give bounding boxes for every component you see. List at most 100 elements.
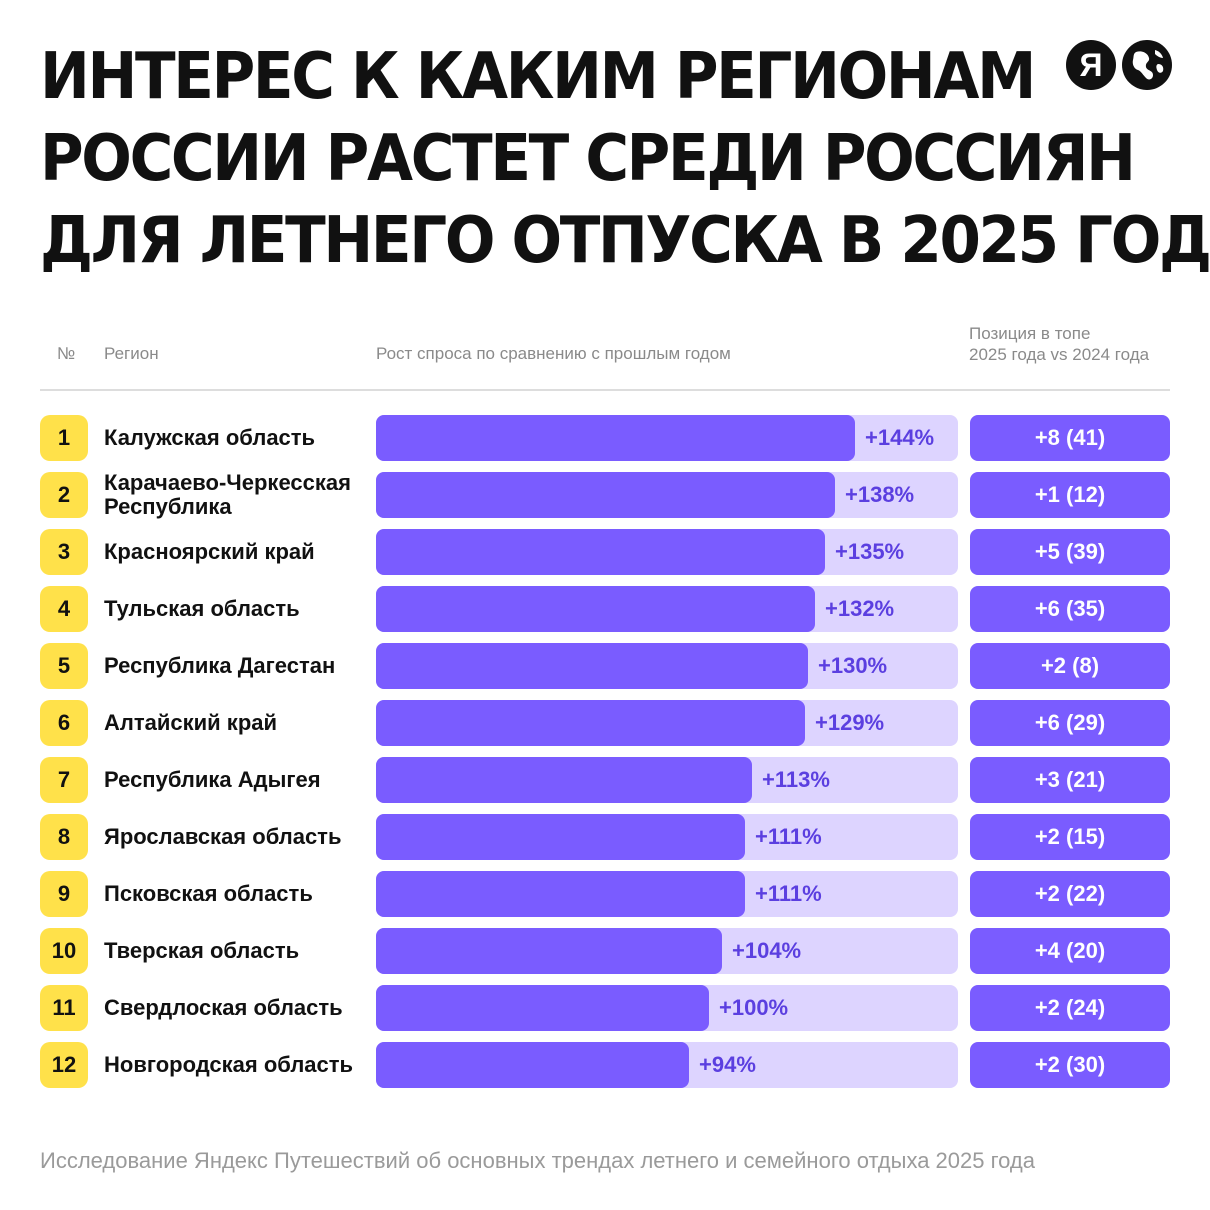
growth-label: +132% [825, 596, 895, 621]
growth-label: +113% [762, 767, 830, 792]
growth-label: +100% [719, 995, 789, 1020]
growth-label: +104% [732, 938, 802, 963]
table-row: 11 Свердлоская область +100% +2 (24) [0, 985, 1210, 1031]
position-change-badge: +4 (20) [970, 928, 1170, 974]
header-num: № [57, 344, 76, 363]
growth-bar [376, 643, 808, 689]
bar-track: +113% [376, 757, 958, 803]
bar-track: +132% [376, 586, 958, 632]
table-row: 10 Тверская область +104% +4 (20) [0, 928, 1210, 974]
region-name: Тверская область [104, 938, 300, 963]
position-change-badge: +6 (35) [970, 586, 1170, 632]
title-line-1: ИНТЕРЕС К КАКИМ РЕГИОНАМ [40, 40, 1036, 114]
region-name: Калужская область [104, 425, 316, 450]
bar-track: +138% [376, 472, 958, 518]
rank-badge: 11 [40, 985, 88, 1031]
rank-badge: 12 [40, 1042, 88, 1088]
bar-track: +94% [376, 1042, 958, 1088]
table-row: 9 Псковская область +111% +2 (22) [0, 871, 1210, 917]
region-name: Республика Адыгея [104, 767, 321, 792]
bar-track: +144% [376, 415, 958, 461]
rank-badge: 8 [40, 814, 88, 860]
position-change-badge: +2 (15) [970, 814, 1170, 860]
header-growth: Рост спроса по сравнению с прошлым годом [376, 344, 731, 363]
region-name: Карачаево-Черкесская Республика [104, 470, 351, 519]
position-change-badge: +2 (8) [970, 643, 1170, 689]
header-divider [40, 389, 1170, 391]
growth-bar [376, 757, 752, 803]
growth-label: +94% [699, 1052, 756, 1077]
growth-label: +129% [815, 710, 885, 735]
table-row: 4 Тульская область +132% +6 (35) [0, 586, 1210, 632]
growth-bar [376, 472, 835, 518]
growth-bar [376, 871, 745, 917]
rank-badge: 9 [40, 871, 88, 917]
position-change-badge: +2 (30) [970, 1042, 1170, 1088]
position-change-badge: +5 (39) [970, 529, 1170, 575]
rank-badge: 10 [40, 928, 88, 974]
growth-bar [376, 928, 722, 974]
rank-badge: 1 [40, 415, 88, 461]
growth-label: +144% [865, 425, 935, 450]
table-row: 3 Красноярский край +135% +5 (39) [0, 529, 1210, 575]
bar-track: +135% [376, 529, 958, 575]
region-name: Новгородская область [104, 1052, 354, 1077]
bar-track: +129% [376, 700, 958, 746]
table-row: 2 Карачаево-Черкесская Республика +138% +1 … [0, 470, 1210, 519]
growth-bar [376, 529, 825, 575]
position-change-badge: +6 (29) [970, 700, 1170, 746]
position-change-badge: +1 (12) [970, 472, 1170, 518]
region-name: Ярославская область [104, 824, 342, 849]
growth-label: +130% [818, 653, 888, 678]
growth-bar [376, 700, 805, 746]
growth-bar [376, 814, 745, 860]
region-name: Красноярский край [104, 539, 315, 564]
growth-bar [376, 1042, 689, 1088]
region-name: Свердлоская область [104, 995, 343, 1020]
rank-badge: 6 [40, 700, 88, 746]
rank-badge: 7 [40, 757, 88, 803]
logos: Я [1066, 40, 1172, 90]
region-name: Республика Дагестан [104, 653, 336, 678]
rank-badge: 5 [40, 643, 88, 689]
growth-label: +111% [755, 824, 822, 849]
growth-label: +135% [835, 539, 905, 564]
header-position-line-1: Позиция в топе [969, 324, 1091, 343]
region-name: Алтайский край [104, 710, 278, 735]
position-change-badge: +2 (24) [970, 985, 1170, 1031]
table-row: 6 Алтайский край +129% +6 (29) [0, 700, 1210, 746]
header-position-line-2: 2025 года vs 2024 года [969, 345, 1150, 364]
header-position: Позиция в топе 2025 года vs 2024 года [969, 323, 1149, 365]
growth-bar [376, 985, 709, 1031]
rank-badge: 4 [40, 586, 88, 632]
rank-badge: 2 [40, 472, 88, 518]
growth-label: +111% [755, 881, 822, 906]
region-name: Псковская область [104, 881, 313, 906]
header-region: Регион [104, 344, 159, 363]
table-row: 7 Республика Адыгея +113% +3 (21) [0, 757, 1210, 803]
rank-badge: 3 [40, 529, 88, 575]
yandex-logo-icon: Я [1066, 40, 1116, 90]
page-title: ИНТЕРЕС К КАКИМ РЕГИОНАМ РОССИИ РАСТЕТ С… [40, 36, 1210, 282]
growth-bar [376, 415, 855, 461]
region-name: Тульская область [104, 596, 300, 621]
bar-track: +104% [376, 928, 958, 974]
title-line-2: РОССИИ РАСТЕТ СРЕДИ РОССИЯН [40, 122, 1136, 196]
bar-track: +130% [376, 643, 958, 689]
table-row: 1 Калужская область +144% +8 (41) [0, 415, 1210, 461]
table-row: 12 Новгородская область +94% +2 (30) [0, 1042, 1210, 1088]
source-footnote: Исследование Яндекс Путешествий об основ… [40, 1148, 1035, 1173]
bar-track: +111% [376, 871, 958, 917]
position-change-badge: +8 (41) [970, 415, 1170, 461]
table-row: 5 Республика Дагестан +130% +2 (8) [0, 643, 1210, 689]
position-change-badge: +2 (22) [970, 871, 1170, 917]
bar-track: +111% [376, 814, 958, 860]
table-row: 8 Ярославская область +111% +2 (15) [0, 814, 1210, 860]
growth-label: +138% [845, 482, 915, 507]
globe-icon [1122, 40, 1172, 90]
position-change-badge: +3 (21) [970, 757, 1170, 803]
growth-bar [376, 586, 815, 632]
title-line-3: ДЛЯ ЛЕТНЕГО ОТПУСКА В 2025 ГОДУ [40, 204, 1210, 278]
bar-track: +100% [376, 985, 958, 1031]
